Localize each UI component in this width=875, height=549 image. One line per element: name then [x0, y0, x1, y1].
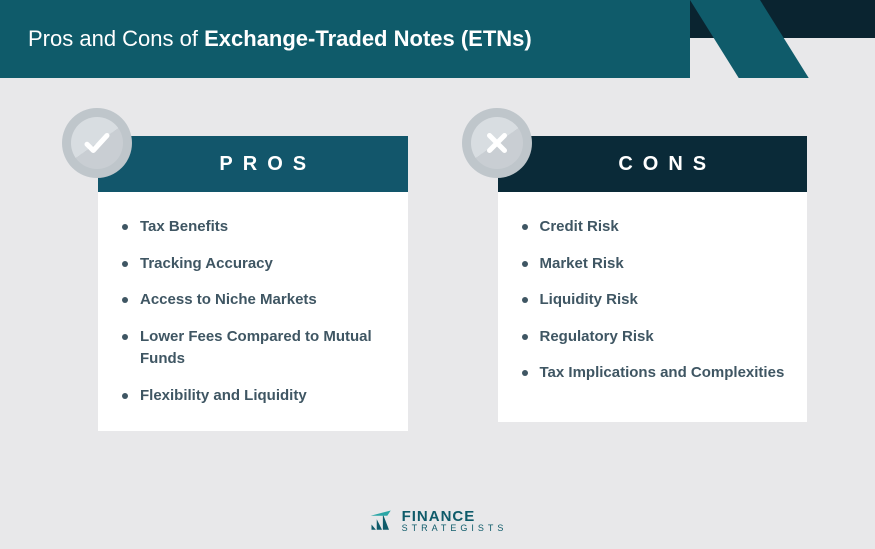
pros-list: Tax Benefits Tracking Accuracy Access to N…	[122, 216, 388, 407]
brand-secondary: STRATEGISTS	[402, 524, 508, 532]
cons-badge	[462, 108, 532, 178]
list-item: Tracking Accuracy	[122, 253, 388, 276]
list-item: Flexibility and Liquidity	[122, 385, 388, 408]
list-item: Credit Risk	[522, 216, 788, 239]
cons-body: Credit Risk Market Risk Liquidity Risk Regu…	[498, 192, 808, 422]
title-bold: Exchange-Traded Notes (ETNs)	[204, 26, 532, 51]
pros-label: PROS	[189, 153, 316, 176]
content-area: PROS Tax Benefits Tracking Accuracy Access…	[0, 78, 875, 431]
list-item: Access to Niche Markets	[122, 289, 388, 312]
cons-list: Credit Risk Market Risk Liquidity Risk Regu…	[522, 216, 788, 385]
cons-label: CONS	[588, 153, 716, 176]
cons-card: CONS Credit Risk Market Risk Liquidity Ris…	[468, 136, 808, 431]
list-item: Lower Fees Compared to Mutual Funds	[122, 326, 388, 371]
list-item: Market Risk	[522, 253, 788, 276]
list-item: Tax Implications and Complexities	[522, 362, 788, 385]
pros-header: PROS	[98, 136, 408, 192]
page-header: Pros and Cons of Exchange-Traded Notes (…	[0, 0, 875, 78]
pros-card: PROS Tax Benefits Tracking Accuracy Access…	[68, 136, 408, 431]
brand-logo: FINANCE STRATEGISTS	[368, 507, 508, 535]
cons-header: CONS	[498, 136, 808, 192]
title-prefix: Pros and Cons of	[28, 26, 204, 51]
list-item: Regulatory Risk	[522, 326, 788, 349]
cross-icon	[471, 117, 523, 169]
page-title: Pros and Cons of Exchange-Traded Notes (…	[28, 26, 532, 52]
check-icon	[71, 117, 123, 169]
list-item: Tax Benefits	[122, 216, 388, 239]
brand-primary: FINANCE	[402, 510, 508, 524]
pros-body: Tax Benefits Tracking Accuracy Access to N…	[98, 192, 408, 431]
pros-badge	[62, 108, 132, 178]
list-item: Liquidity Risk	[522, 289, 788, 312]
footer: FINANCE STRATEGISTS	[0, 507, 875, 535]
brand-logo-text: FINANCE STRATEGISTS	[402, 510, 508, 532]
brand-logo-mark	[368, 507, 396, 535]
